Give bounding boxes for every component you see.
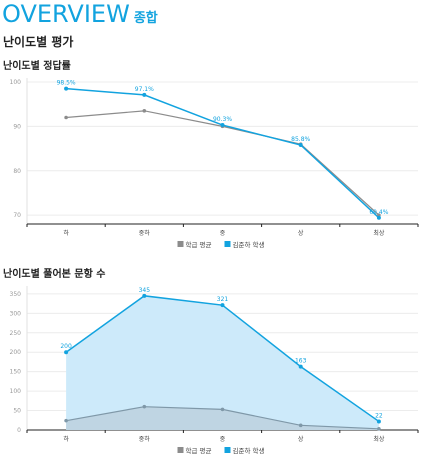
page-title: OVERVIEW bbox=[2, 0, 130, 28]
data-point-average bbox=[377, 427, 381, 431]
y-tick-label: 100 bbox=[10, 388, 22, 395]
data-point-student bbox=[376, 419, 381, 424]
data-label: 163 bbox=[295, 358, 307, 365]
legend-label-average: 학급 평균 bbox=[186, 446, 212, 455]
data-label: 69.4% bbox=[369, 209, 388, 216]
legend-label-student: 김준하 학생 bbox=[233, 446, 265, 455]
x-tick-label: 최상 bbox=[373, 229, 385, 237]
chart2-title: 난이도별 풀어본 문항 수 bbox=[3, 269, 106, 280]
section-title: 난이도별 평가 bbox=[3, 35, 74, 49]
problem-count-area-chart: 0 50 100 150 200 250 300 350 하 중하 중 상 최상 200 345 321 163… bbox=[10, 286, 419, 455]
legend-label-student: 김준하 학생 bbox=[233, 240, 265, 249]
y-tick-label: 50 bbox=[13, 408, 21, 415]
data-label: 345 bbox=[139, 287, 151, 294]
y-tick-label: 80 bbox=[13, 168, 21, 175]
y-tick-label: 100 bbox=[10, 79, 22, 86]
y-tick-label: 150 bbox=[10, 369, 22, 376]
legend-swatch-average bbox=[177, 241, 184, 247]
series-area-average bbox=[66, 406, 379, 430]
accuracy-line-chart: 70 80 90 100 하 중하 중 상 최상 98.5% 97.1% 90.3% 85.8% 69.4… bbox=[10, 78, 419, 249]
legend-swatch-average bbox=[177, 447, 184, 453]
data-label: 85.8% bbox=[291, 136, 310, 143]
data-point-student bbox=[142, 92, 147, 97]
y-tick-label: 200 bbox=[10, 349, 22, 356]
y-tick-label: 350 bbox=[10, 291, 22, 298]
data-point-student bbox=[142, 293, 147, 298]
data-point-student bbox=[64, 86, 69, 91]
data-label: 321 bbox=[217, 296, 229, 303]
data-point-student bbox=[376, 215, 381, 220]
legend-label-average: 학급 평균 bbox=[186, 240, 212, 249]
legend-swatch-student bbox=[224, 241, 231, 247]
series-area-student bbox=[66, 295, 379, 430]
series-line-student bbox=[66, 87, 380, 219]
data-point-student bbox=[220, 123, 225, 128]
x-tick-label: 중하 bbox=[139, 229, 151, 237]
y-tick-label: 250 bbox=[10, 330, 22, 337]
data-point-student bbox=[298, 364, 303, 369]
x-tick-label: 하 bbox=[63, 229, 69, 237]
y-tick-label: 90 bbox=[13, 123, 21, 130]
x-tick-label: 중하 bbox=[139, 435, 151, 443]
data-point-student bbox=[220, 303, 225, 308]
y-tick-label: 300 bbox=[10, 310, 22, 317]
data-point-average bbox=[142, 404, 147, 409]
chart1-title: 난이도별 정답률 bbox=[3, 61, 71, 72]
y-tick-label: 70 bbox=[13, 212, 21, 219]
x-tick-label: 하 bbox=[63, 435, 69, 443]
x-tick-label: 중 bbox=[220, 436, 226, 443]
data-label: 97.1% bbox=[135, 86, 154, 93]
page-header: OVERVIEW 종합 bbox=[2, 0, 158, 28]
data-point-student bbox=[298, 143, 303, 148]
data-point-average bbox=[64, 115, 68, 120]
page-subtitle: 종합 bbox=[133, 11, 158, 26]
data-label: 22 bbox=[375, 412, 383, 419]
data-point-average bbox=[64, 418, 68, 423]
x-tick-label: 상 bbox=[298, 435, 304, 443]
x-tick-label: 최상 bbox=[373, 435, 385, 443]
data-label: 90.3% bbox=[213, 116, 232, 123]
x-tick-label: 상 bbox=[298, 229, 304, 237]
data-label: 200 bbox=[60, 343, 72, 350]
data-point-average bbox=[142, 109, 147, 113]
data-point-average bbox=[298, 423, 303, 428]
data-point-average bbox=[220, 407, 225, 412]
data-point-student bbox=[64, 350, 69, 355]
data-label: 98.5% bbox=[57, 80, 76, 87]
legend-swatch-student bbox=[224, 447, 231, 453]
y-tick-label: 0 bbox=[17, 427, 21, 434]
x-tick-label: 중 bbox=[220, 230, 226, 237]
